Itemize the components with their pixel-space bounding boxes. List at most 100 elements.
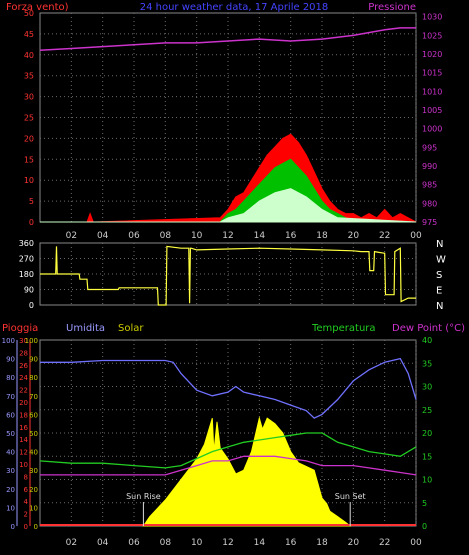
wind-tick-label: 30 xyxy=(24,93,34,102)
wind-gust-area xyxy=(40,133,417,223)
solar-tick-label: 90 xyxy=(29,356,38,364)
x-tick-label: 02 xyxy=(66,231,77,241)
wind-minimum-area xyxy=(40,188,417,223)
humidity-tick-label: 30 xyxy=(6,467,15,475)
humidity-tick-label: 70 xyxy=(6,393,15,401)
weather-series xyxy=(39,357,417,527)
pressure-tick-label: 1020 xyxy=(422,50,442,59)
rain-tick-label: 28 xyxy=(19,349,28,357)
temperature-tick-label: 10 xyxy=(422,476,432,485)
legend-rain: Pioggia xyxy=(2,323,38,334)
rain-tick-label: 22 xyxy=(19,387,28,395)
wind-direction-line xyxy=(40,245,416,306)
temperature-ticks: 0 5 10 15 20 25 30 35 40 xyxy=(422,336,432,531)
wind-tick-label: 15 xyxy=(24,155,34,164)
wind-direction-grid xyxy=(40,243,417,305)
rain-tick-label: 10 xyxy=(19,461,28,469)
wind-tick-label: 35 xyxy=(24,72,34,81)
x-tick-label: 12 xyxy=(222,231,233,241)
compass-tick-label: E xyxy=(436,286,442,297)
rain-tick-label: 30 xyxy=(19,337,28,345)
direction-tick-label: 0 xyxy=(29,301,34,310)
direction-tick-label: 90 xyxy=(24,286,34,295)
rain-tick-label: 14 xyxy=(19,436,28,444)
x-tick-label: 06 xyxy=(128,231,140,241)
temperature-tick-label: 25 xyxy=(422,406,432,415)
pressure-tick-label: 985 xyxy=(422,181,437,190)
legend-dew-point: Dew Point (°C) xyxy=(392,323,465,334)
rain-tick-label: 18 xyxy=(19,411,28,419)
wind-x-ticks: 02 04 06 08 10 12 14 16 18 20 22 00 xyxy=(66,231,422,241)
x-tick-label: 08 xyxy=(160,538,172,548)
wind-force-ticks: 0 5 10 15 20 25 30 35 40 45 50 xyxy=(24,9,34,227)
x-tick-label: 20 xyxy=(348,538,360,548)
x-tick-label: 14 xyxy=(254,231,266,241)
solar-tick-label: 40 xyxy=(29,449,38,457)
x-tick-label: 10 xyxy=(191,231,203,241)
sunset-label: Sun Set xyxy=(335,492,366,501)
wind-tick-label: 45 xyxy=(24,30,34,39)
wind-tick-label: 5 xyxy=(29,197,34,206)
pressure-tick-label: 1025 xyxy=(422,31,442,40)
pressure-tick-label: 1000 xyxy=(422,125,442,134)
rain-tick-label: 26 xyxy=(19,362,28,370)
temperature-tick-label: 40 xyxy=(422,336,432,345)
humidity-tick-label: 20 xyxy=(6,486,15,494)
compass-tick-label: N xyxy=(436,239,443,250)
temperature-line xyxy=(39,432,417,469)
rain-tick-label: 12 xyxy=(19,449,28,457)
humidity-tick-label: 10 xyxy=(6,504,15,512)
x-tick-label: 00 xyxy=(410,538,422,548)
compass-tick-label: W xyxy=(436,255,446,266)
weather-x-ticks: 02 04 06 08 10 12 14 16 18 20 22 00 xyxy=(66,538,422,548)
wind-tick-label: 50 xyxy=(24,9,34,18)
rain-tick-label: 24 xyxy=(19,374,28,382)
humidity-ticks: 0 10 20 30 40 50 60 70 80 90 100 xyxy=(2,337,18,531)
pressure-tick-label: 975 xyxy=(422,218,437,227)
x-tick-label: 16 xyxy=(285,231,297,241)
pressure-tick-label: 980 xyxy=(422,199,437,208)
humidity-tick-label: 60 xyxy=(6,411,15,419)
rain-tick-label: 2 xyxy=(24,511,28,519)
x-tick-label: 22 xyxy=(379,538,390,548)
x-tick-label: 22 xyxy=(379,231,390,241)
solar-tick-label: 60 xyxy=(29,411,38,419)
x-tick-label: 06 xyxy=(128,538,140,548)
x-tick-label: 14 xyxy=(254,538,266,548)
temperature-tick-label: 30 xyxy=(422,383,432,392)
x-tick-label: 00 xyxy=(410,231,422,241)
x-tick-label: 04 xyxy=(97,538,109,548)
sunrise-label: Sun Rise xyxy=(126,492,161,501)
solar-tick-label: 50 xyxy=(29,430,38,438)
pressure-ticks: 975 980 985 990 995 1000 1005 1010 1015 1020 1025 1… xyxy=(422,13,442,227)
sun-markers: Sun Rise Sun Set xyxy=(126,492,366,526)
pressure-tick-label: 990 xyxy=(422,162,437,171)
rain-tick-label: 6 xyxy=(24,486,29,494)
humidity-line xyxy=(40,357,417,419)
pressure-label: Pressione xyxy=(368,2,416,13)
humidity-tick-label: 50 xyxy=(6,430,15,438)
x-tick-label: 18 xyxy=(316,231,328,241)
solar-area xyxy=(142,416,352,527)
legend-temperature: Temperatura xyxy=(311,323,376,334)
pressure-tick-label: 995 xyxy=(422,143,437,152)
temperature-tick-label: 5 xyxy=(422,499,427,508)
legend-humidity: Umidita xyxy=(66,323,105,334)
rain-tick-label: 16 xyxy=(19,424,28,432)
pressure-line xyxy=(39,27,416,52)
wind-tick-label: 40 xyxy=(24,51,34,60)
x-tick-label: 10 xyxy=(191,538,203,548)
solar-tick-label: 80 xyxy=(29,374,38,382)
temperature-tick-label: 35 xyxy=(422,359,432,368)
x-tick-label: 12 xyxy=(222,538,233,548)
solar-tick-label: 0 xyxy=(34,523,38,531)
temperature-tick-label: 0 xyxy=(422,522,427,531)
temperature-tick-label: 20 xyxy=(422,429,432,438)
x-tick-label: 04 xyxy=(97,231,109,241)
solar-tick-label: 20 xyxy=(29,486,38,494)
